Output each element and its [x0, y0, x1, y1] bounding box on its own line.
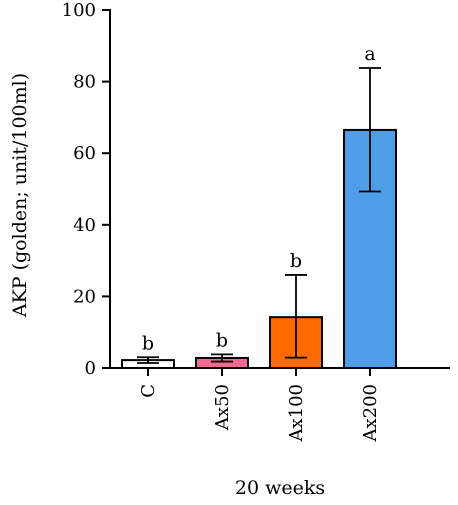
- x-tick-label-C: C: [138, 384, 159, 398]
- y-tick-label-3: 60: [73, 143, 96, 164]
- y-tick-label-5: 100: [62, 0, 96, 21]
- x-tick-label-Ax50: Ax50: [212, 384, 233, 431]
- significance-label-Ax100: b: [290, 250, 302, 272]
- significance-label-Ax50: b: [216, 329, 228, 351]
- x-tick-label-Ax100: Ax100: [286, 384, 307, 443]
- y-axis-label: AKP (golden; unit/100ml): [9, 73, 31, 318]
- y-tick-label-4: 80: [73, 72, 96, 93]
- significance-label-C: b: [142, 332, 154, 354]
- x-axis-label: 20 weeks: [235, 477, 325, 499]
- significance-label-Ax200: a: [364, 43, 375, 65]
- y-tick-label-2: 40: [73, 215, 96, 236]
- y-tick-label-1: 20: [73, 286, 96, 307]
- y-tick-label-0: 0: [85, 358, 96, 379]
- x-tick-label-Ax200: Ax200: [360, 384, 381, 443]
